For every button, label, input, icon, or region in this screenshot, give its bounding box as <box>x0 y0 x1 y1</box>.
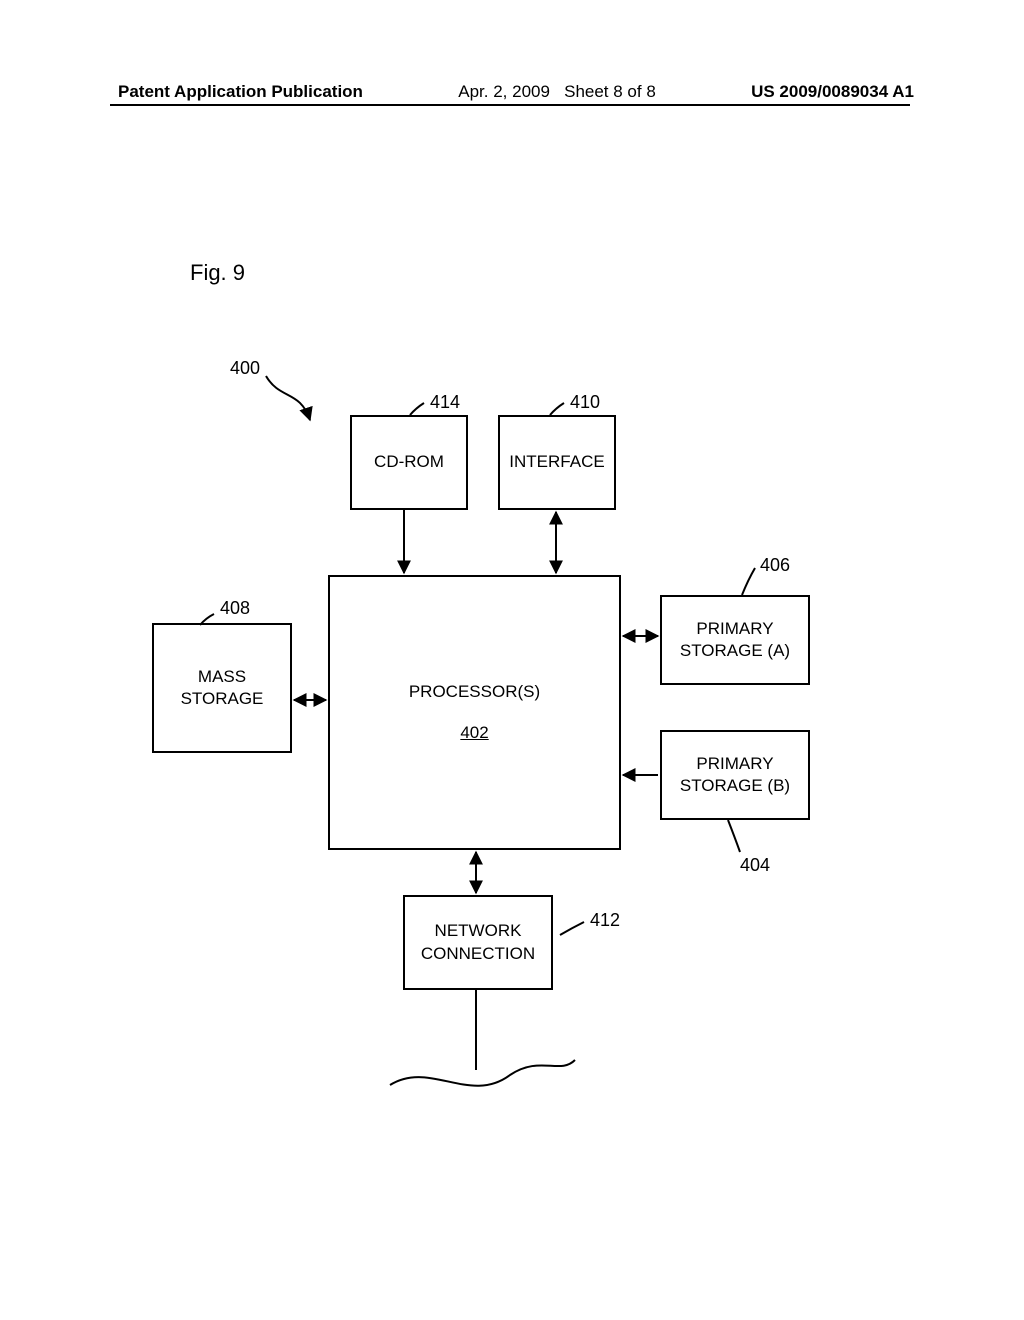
box-interface: INTERFACE <box>498 415 616 510</box>
box-processor: PROCESSOR(S) 402 <box>328 575 621 850</box>
box-cdrom: CD-ROM <box>350 415 468 510</box>
box-primary-a-l1: PRIMARY <box>696 618 773 640</box>
box-primary-b: PRIMARY STORAGE (B) <box>660 730 810 820</box>
ref-410: 410 <box>570 392 600 413</box>
box-primary-a-l2: STORAGE (A) <box>680 640 790 662</box>
box-network-l2: CONNECTION <box>421 943 535 965</box>
ref-406: 406 <box>760 555 790 576</box>
ref-404: 404 <box>740 855 770 876</box>
box-interface-label: INTERFACE <box>509 451 604 473</box>
box-network-l1: NETWORK <box>435 920 522 942</box>
box-processor-label: PROCESSOR(S) <box>409 681 540 703</box>
box-primary-b-l2: STORAGE (B) <box>680 775 790 797</box>
box-network: NETWORK CONNECTION <box>403 895 553 990</box>
box-mass-storage: MASS STORAGE <box>152 623 292 753</box>
box-primary-a: PRIMARY STORAGE (A) <box>660 595 810 685</box>
box-mass-storage-l2: STORAGE <box>181 688 264 710</box>
ref-414: 414 <box>430 392 460 413</box>
box-primary-b-l1: PRIMARY <box>696 753 773 775</box>
ref-400: 400 <box>230 358 260 379</box>
box-processor-refnum: 402 <box>460 722 488 744</box>
box-cdrom-label: CD-ROM <box>374 451 444 473</box>
diagram-container: CD-ROM INTERFACE PROCESSOR(S) 402 MASS S… <box>0 0 1024 1320</box>
ref-412: 412 <box>590 910 620 931</box>
box-mass-storage-l1: MASS <box>198 666 246 688</box>
ref-408: 408 <box>220 598 250 619</box>
